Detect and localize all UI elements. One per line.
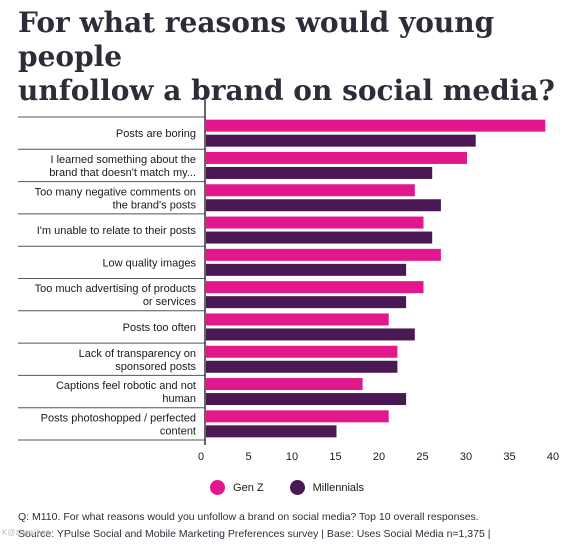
x-tick-label: 35 — [503, 451, 515, 463]
bar-genz — [206, 248, 441, 261]
x-tick-label: 10 — [286, 451, 298, 463]
chart-title: For what reasons would young people unfo… — [18, 6, 563, 108]
bar-millennials — [206, 425, 337, 438]
category-label: Posts are boring — [116, 128, 196, 140]
bar-millennials — [206, 134, 476, 147]
bar-millennials — [206, 199, 441, 212]
bar-genz — [206, 281, 424, 294]
x-tick-label: 40 — [547, 451, 559, 463]
genz-swatch-icon — [210, 480, 226, 495]
category-label: Posts photoshopped / perfected — [41, 412, 196, 424]
footnote-question: Q: M110. For what reasons would you unfo… — [18, 511, 479, 523]
category-label: Lack of transparency on — [79, 348, 196, 360]
category-label: Posts too often — [123, 322, 196, 334]
category-label: human — [162, 393, 196, 405]
bar-genz — [206, 378, 363, 391]
legend-item-genz: Gen Z — [210, 480, 264, 495]
x-tick-label: 30 — [460, 451, 472, 463]
category-label: or services — [143, 296, 197, 308]
category-label: I'm unable to relate to their posts — [37, 225, 197, 237]
x-tick-label: 20 — [373, 451, 385, 463]
bar-genz — [206, 410, 389, 423]
bar-millennials — [206, 296, 407, 309]
category-label: sponsored posts — [115, 361, 196, 373]
chart-title-line-1: For what reasons would young people — [18, 6, 495, 73]
x-tick-label: 25 — [416, 451, 428, 463]
footnote-source: Source: YPulse Social and Mobile Marketi… — [18, 528, 491, 540]
legend-label-genz: Gen Z — [233, 481, 264, 494]
bar-millennials — [206, 231, 433, 244]
x-tick-label: 15 — [329, 451, 341, 463]
legend: Gen Z Millennials — [0, 480, 574, 495]
category-label: Captions feel robotic and not — [56, 380, 196, 392]
bar-millennials — [206, 360, 398, 373]
millennials-swatch-icon — [289, 480, 305, 495]
x-tick-label: 0 — [198, 451, 204, 463]
legend-label-millennials: Millennials — [312, 481, 364, 494]
bar-genz — [206, 151, 467, 164]
bar-millennials — [206, 328, 415, 341]
legend-item-millennials: Millennials — [289, 480, 364, 495]
bar-genz — [206, 184, 415, 197]
category-label: Too many negative comments on — [35, 186, 196, 198]
bar-genz — [206, 119, 546, 132]
bar-genz — [206, 216, 424, 229]
category-label: I learned something about the — [50, 154, 196, 166]
category-label: Low quality images — [102, 257, 196, 269]
bar-genz — [206, 313, 389, 326]
chart-title-line-2: unfollow a brand on social media? — [18, 74, 555, 107]
x-tick-label: 5 — [245, 451, 251, 463]
bar-millennials — [206, 263, 407, 276]
bar-millennials — [206, 166, 433, 179]
category-label: content — [160, 425, 196, 437]
category-label: Too much advertising of products — [35, 283, 197, 295]
bar-genz — [206, 345, 398, 358]
category-label: brand that doesn't match my... — [49, 167, 196, 179]
category-label: the brand's posts — [113, 199, 197, 211]
bar-millennials — [206, 393, 407, 406]
bar-chart: Posts are boring I learned something abou… — [18, 100, 559, 463]
watermark: K@zhanzhen — [2, 528, 51, 537]
